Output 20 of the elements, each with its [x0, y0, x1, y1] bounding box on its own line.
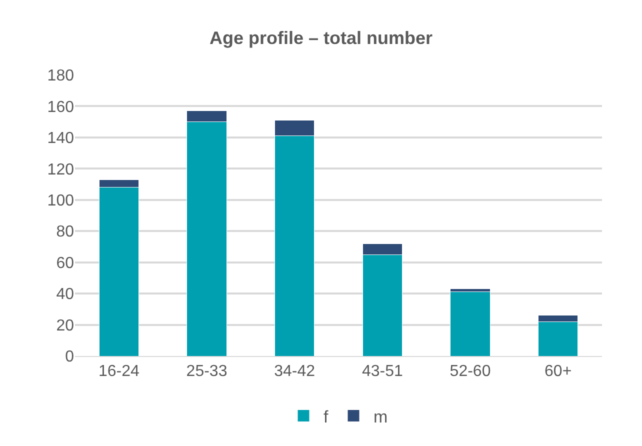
chart-title: Age profile – total number — [209, 28, 433, 48]
legend-label: f — [324, 407, 328, 426]
y-tick-label: 100 — [47, 192, 74, 210]
bar — [450, 292, 490, 356]
y-tick-label: 180 — [47, 68, 74, 85]
y-tick-label: 40 — [56, 286, 74, 304]
y-tick-label: 120 — [47, 161, 74, 178]
y-tick-label: 0 — [65, 348, 74, 366]
x-tick-label: 34-42 — [274, 363, 316, 380]
y-tick-label: 60 — [56, 254, 74, 272]
y-tick-label: 80 — [56, 224, 74, 241]
y-tick-label: 160 — [47, 98, 74, 116]
x-tick-label: 43-51 — [362, 363, 403, 380]
x-tick-label: 25-33 — [186, 363, 228, 380]
x-tick-label: 60+ — [544, 363, 572, 380]
x-tick-label: 52-60 — [450, 363, 491, 380]
legend-label: m — [374, 407, 388, 426]
x-tick-label: 16-24 — [98, 363, 140, 380]
y-tick-label: 20 — [56, 317, 74, 334]
y-tick-label: 140 — [47, 130, 74, 148]
